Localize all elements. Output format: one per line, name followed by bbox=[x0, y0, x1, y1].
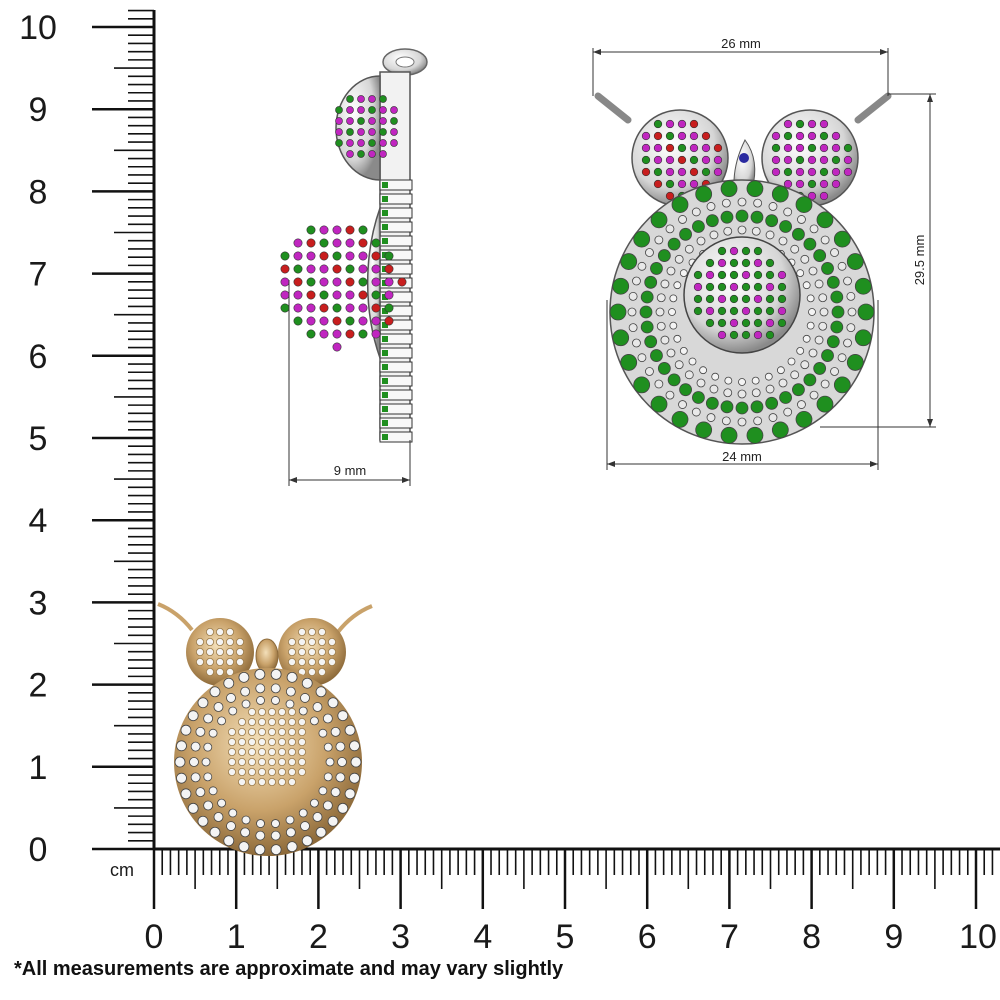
front-view-width-top-dimension: 26 mm bbox=[592, 36, 889, 96]
horizontal-ruler-label: 10 bbox=[959, 918, 997, 956]
horizontal-ruler-label: 0 bbox=[145, 918, 164, 956]
horizontal-ruler-labels: 0 1 2 3 4 5 6 7 8 9 10 bbox=[145, 918, 997, 956]
vertical-ruler: 0 1 2 3 4 5 6 7 8 9 10 bbox=[19, 9, 156, 869]
pendant-side-view: 9 mm bbox=[280, 48, 428, 486]
depth-dimension-label: 9 mm bbox=[334, 463, 367, 478]
front-view-body bbox=[609, 179, 875, 445]
side-view-bail bbox=[382, 48, 428, 76]
ruler-unit-label: cm bbox=[110, 860, 134, 880]
side-view-lower-dome bbox=[280, 207, 407, 359]
vertical-ruler-label: 2 bbox=[29, 667, 48, 705]
horizontal-ruler-label: 8 bbox=[802, 918, 821, 956]
front-view-height-dimension: 29.5 mm bbox=[820, 93, 936, 428]
gold-pendant-image bbox=[157, 602, 373, 856]
horizontal-ruler-label: 9 bbox=[884, 918, 903, 956]
vertical-ruler-label: 9 bbox=[29, 91, 48, 129]
vertical-ruler-label: 4 bbox=[29, 502, 48, 540]
front-view-width-bottom-dimension: 24 mm bbox=[606, 300, 879, 470]
gold-pendant-center-drop bbox=[255, 638, 279, 674]
horizontal-ruler-label: 6 bbox=[638, 918, 657, 956]
vertical-ruler-label: 10 bbox=[19, 9, 57, 47]
horizontal-ruler-label: 3 bbox=[391, 918, 410, 956]
width-top-dimension-label: 26 mm bbox=[721, 36, 761, 51]
horizontal-ruler-label: 5 bbox=[556, 918, 575, 956]
horizontal-ruler: 0 1 2 3 4 5 6 7 8 9 10 bbox=[145, 847, 1000, 956]
height-dimension-label: 29.5 mm bbox=[912, 235, 927, 286]
side-view-depth-dimension: 9 mm bbox=[288, 280, 411, 486]
gold-pendant-left-eye bbox=[186, 618, 254, 686]
horizontal-ruler-label: 1 bbox=[227, 918, 246, 956]
horizontal-ruler-label: 4 bbox=[473, 918, 492, 956]
horizontal-ruler-label: 7 bbox=[720, 918, 739, 956]
vertical-ruler-label: 5 bbox=[29, 420, 48, 458]
vertical-ruler-label: 6 bbox=[29, 338, 48, 376]
gold-pendant-right-eye bbox=[278, 618, 346, 686]
vertical-ruler-label: 3 bbox=[29, 584, 48, 622]
disclaimer-note: *All measurements are approximate and ma… bbox=[14, 958, 564, 980]
vertical-ruler-ticks bbox=[92, 9, 154, 851]
width-bottom-dimension-label: 24 mm bbox=[722, 449, 762, 464]
pendant-front-view: 26 mm 29.5 mm 24 mm bbox=[592, 36, 936, 470]
vertical-ruler-label: 1 bbox=[29, 749, 48, 787]
horizontal-ruler-label: 2 bbox=[309, 918, 328, 956]
front-view-left-eye bbox=[594, 92, 729, 207]
horizontal-ruler-ticks bbox=[152, 849, 994, 909]
vertical-ruler-label: 8 bbox=[29, 173, 48, 211]
vertical-ruler-label: 0 bbox=[29, 831, 48, 869]
gold-pendant-chain-ends bbox=[157, 602, 373, 634]
side-view-upper-dome bbox=[335, 75, 398, 181]
vertical-ruler-label: 7 bbox=[29, 256, 48, 294]
gold-pendant-body bbox=[174, 668, 362, 856]
vertical-ruler-labels: 0 1 2 3 4 5 6 7 8 9 10 bbox=[19, 9, 57, 869]
